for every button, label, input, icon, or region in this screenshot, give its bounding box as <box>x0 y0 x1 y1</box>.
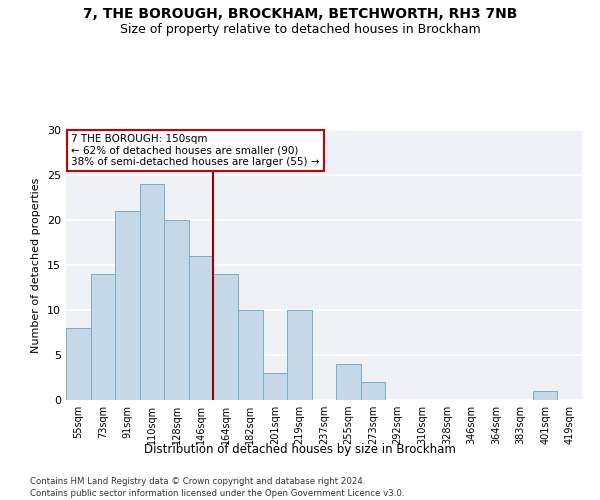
Bar <box>263 373 287 400</box>
Bar <box>533 391 557 400</box>
Y-axis label: Number of detached properties: Number of detached properties <box>31 178 41 352</box>
Bar <box>189 256 214 400</box>
Bar <box>164 220 189 400</box>
Text: Contains HM Land Registry data © Crown copyright and database right 2024.: Contains HM Land Registry data © Crown c… <box>30 478 365 486</box>
Text: Size of property relative to detached houses in Brockham: Size of property relative to detached ho… <box>119 22 481 36</box>
Bar <box>91 274 115 400</box>
Text: 7 THE BOROUGH: 150sqm
← 62% of detached houses are smaller (90)
38% of semi-deta: 7 THE BOROUGH: 150sqm ← 62% of detached … <box>71 134 320 167</box>
Bar <box>336 364 361 400</box>
Text: Distribution of detached houses by size in Brockham: Distribution of detached houses by size … <box>144 442 456 456</box>
Text: 7, THE BOROUGH, BROCKHAM, BETCHWORTH, RH3 7NB: 7, THE BOROUGH, BROCKHAM, BETCHWORTH, RH… <box>83 8 517 22</box>
Bar <box>115 211 140 400</box>
Bar <box>66 328 91 400</box>
Bar <box>287 310 312 400</box>
Bar <box>214 274 238 400</box>
Bar <box>361 382 385 400</box>
Text: Contains public sector information licensed under the Open Government Licence v3: Contains public sector information licen… <box>30 489 404 498</box>
Bar <box>238 310 263 400</box>
Bar <box>140 184 164 400</box>
